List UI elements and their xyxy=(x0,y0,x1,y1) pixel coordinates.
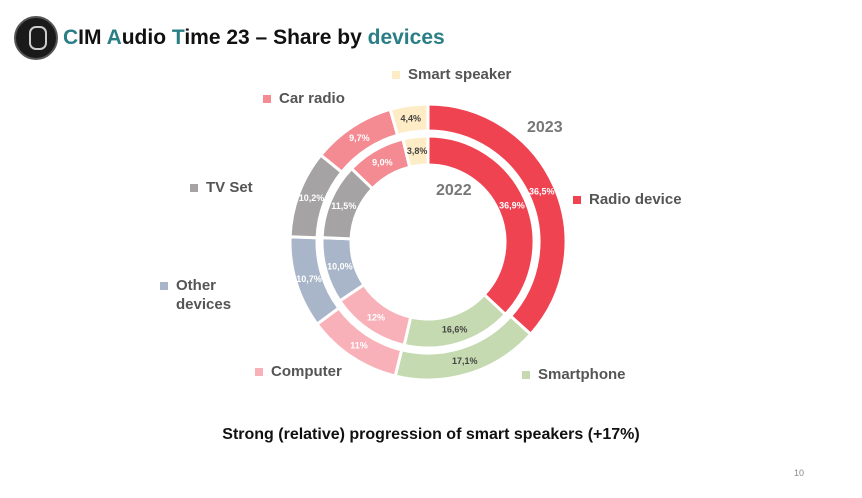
data-label: 9,7% xyxy=(349,133,370,143)
legend-swatch xyxy=(392,71,400,79)
legend-swatch xyxy=(190,184,198,192)
legend-item: Other devices xyxy=(160,276,231,314)
legend-swatch xyxy=(573,196,581,204)
legend-swatch xyxy=(522,371,530,379)
data-label: 10,7% xyxy=(296,274,322,284)
title-part: C xyxy=(63,26,79,49)
legend-label: Smartphone xyxy=(538,366,626,383)
legend-label: TV Set xyxy=(206,179,253,196)
page-number: 10 xyxy=(794,468,805,478)
data-label: 36,5% xyxy=(529,186,555,196)
legend-item: Smart speaker xyxy=(392,65,511,84)
data-label: 11,5% xyxy=(331,201,356,211)
data-label: 9,0% xyxy=(372,158,393,168)
data-label: 36,9% xyxy=(499,201,525,211)
data-label: 10,2% xyxy=(299,193,325,203)
legend-item: Computer xyxy=(255,362,342,381)
legend-label: Car radio xyxy=(279,90,345,107)
data-label: 11% xyxy=(350,341,368,351)
caption: Strong (relative) progression of smart s… xyxy=(222,426,640,443)
data-label: 3,8% xyxy=(407,146,428,156)
data-label: 16,6% xyxy=(442,325,468,335)
slice-2023-smart-speaker xyxy=(388,102,430,138)
legend-swatch xyxy=(263,95,271,103)
ring-label-2023: 2023 xyxy=(527,119,563,136)
legend-item: Radio device xyxy=(573,190,682,209)
legend-item: Smartphone xyxy=(522,365,626,384)
title-part: devices xyxy=(367,26,445,49)
data-label: 12% xyxy=(367,312,385,322)
legend-label: Radio device xyxy=(589,191,682,208)
page-title: CIM Audio Time 23 – Share by devices xyxy=(63,26,445,50)
legend-label: Other devices xyxy=(176,277,232,313)
legend-label: Smart speaker xyxy=(408,66,512,83)
legend-item: TV Set xyxy=(190,178,253,197)
data-label: 10,0% xyxy=(327,262,353,272)
legend-item: Car radio xyxy=(263,89,345,108)
ring-label-2022: 2022 xyxy=(436,182,472,199)
title-part: A xyxy=(106,26,122,49)
cim-logo xyxy=(14,16,58,60)
legend-swatch xyxy=(160,282,168,290)
title-part: T xyxy=(171,26,185,49)
slice-2022-smart-speaker xyxy=(401,134,430,170)
data-label: 17,1% xyxy=(452,356,478,366)
title-part: udio xyxy=(121,26,172,49)
title-part: IM xyxy=(78,26,107,49)
data-label: 4,4% xyxy=(401,114,422,124)
legend-label: Computer xyxy=(271,363,342,380)
legend-swatch xyxy=(255,368,263,376)
title-part: ime 23 – Share by xyxy=(184,26,368,49)
